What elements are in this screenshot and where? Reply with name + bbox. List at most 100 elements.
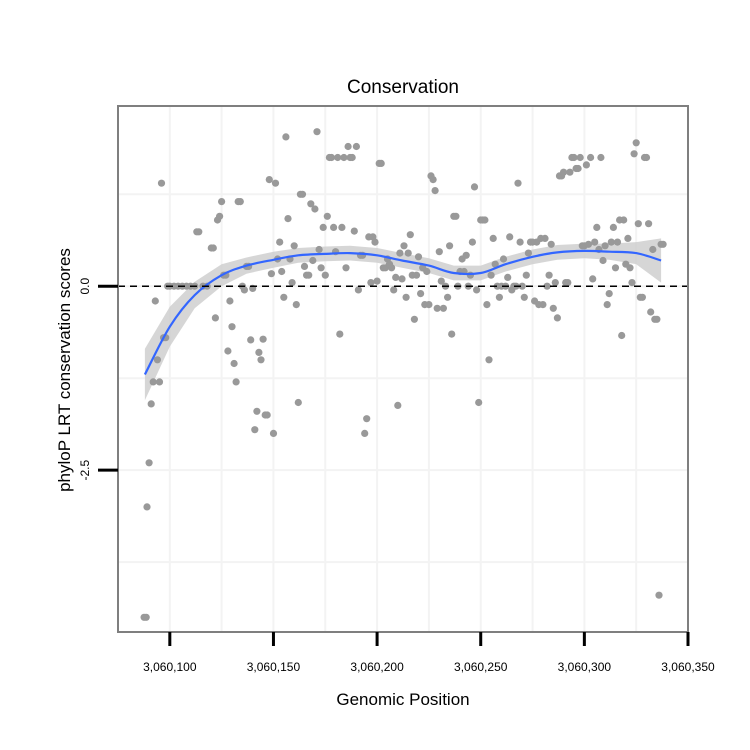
data-point [466,271,474,279]
data-point [601,242,609,250]
data-point [317,264,325,272]
data-point [313,128,321,136]
data-point [499,255,508,263]
data-point [431,187,439,195]
data-point [263,411,271,419]
data-point [240,286,248,294]
data-point [149,378,157,386]
data-point [485,356,493,364]
data-point [232,378,240,386]
data-point [211,314,219,322]
data-point [398,275,406,283]
data-point [251,426,259,434]
data-point [394,401,402,409]
data-point [506,233,514,241]
x-tick-label: 3,060,250 [454,660,508,674]
data-point [518,282,526,290]
data-point [541,234,549,242]
data-point [209,244,217,252]
data-point [543,282,551,290]
grid-lines [118,106,688,632]
data-point [216,212,224,220]
data-point [410,315,418,323]
data-point [435,248,443,256]
data-point [259,335,267,343]
data-point [371,238,379,246]
data-point [642,153,651,162]
data-point [157,179,166,187]
data-point [218,198,226,206]
data-point [367,279,375,287]
data-point [284,215,292,223]
data-point [230,359,238,368]
data-point [425,301,433,309]
data-point [402,293,410,301]
data-point [589,275,597,283]
data-point [390,286,398,294]
data-point [582,161,591,169]
chart-title: Conservation [347,77,459,98]
data-point [547,240,555,248]
data-point [481,216,489,224]
data-point [638,293,647,301]
data-point [634,220,642,228]
data-point [373,277,381,285]
data-point [539,301,547,309]
data-point [151,297,159,305]
confidence-band-layer [144,238,662,401]
x-tick-label: 3,060,100 [143,660,197,674]
data-point [307,200,315,208]
data-point [560,168,568,176]
data-point [143,503,151,511]
data-point [570,153,578,162]
data-point [483,301,491,309]
data-point [414,253,423,261]
data-point [473,286,481,294]
data-point [377,159,385,167]
data-point [195,228,203,236]
data-point [145,459,153,467]
data-point [495,293,503,301]
data-point [294,398,302,407]
data-point [226,297,234,305]
confidence-band [144,238,662,401]
data-point [520,293,528,301]
data-point [278,267,286,276]
data-point [417,290,425,298]
x-tick-label: 3,060,350 [661,660,715,674]
data-point [504,273,512,281]
data-point [545,271,553,279]
data-point [311,205,319,213]
data-point [330,223,338,231]
data-point [620,216,628,224]
data-point [406,231,414,239]
data-point [659,240,667,248]
x-tick-label: 3,060,300 [558,660,612,674]
data-point [290,242,298,250]
data-point [247,336,255,344]
data-point [446,242,454,250]
data-point [336,330,344,338]
x-axis-ticks: 3,060,100 3,060,150 3,060,200 3,060,250 3,06… [143,632,715,674]
data-point [553,314,562,322]
data-point [423,267,431,276]
data-point [400,242,408,250]
x-tick-label: 3,060,150 [247,660,301,674]
data-point [524,249,533,257]
data-point [462,251,470,259]
data-point [315,245,323,254]
data-point [321,271,329,279]
data-point [276,238,284,246]
data-point [404,249,412,257]
data-point [147,400,155,408]
data-point [388,264,396,272]
data-point [607,238,615,246]
data-point [348,153,356,162]
data-point [630,150,638,158]
y-tick-label: -2.5 [78,460,92,481]
data-point [584,240,593,248]
data-point [288,279,296,287]
data-point [593,223,601,231]
data-point [564,279,572,287]
x-tick-label: 3,060,200 [350,660,404,674]
